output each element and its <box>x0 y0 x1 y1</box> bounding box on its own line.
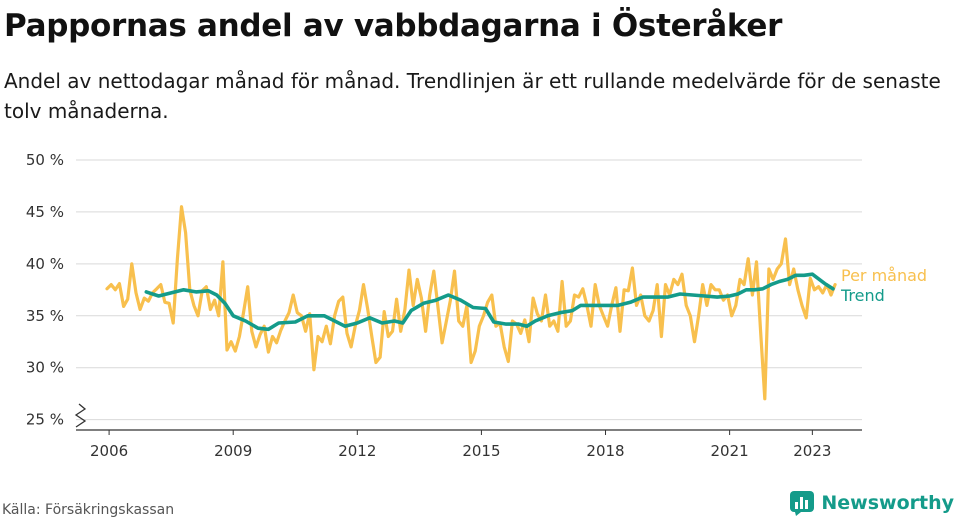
x-tick-label: 2018 <box>586 442 624 460</box>
axis-break-icon <box>74 403 87 428</box>
axes: 25 % 30 % 35 % 40 % 45 % 50 % 2006 2009 2012 2015… <box>26 151 862 460</box>
x-tick-label: 2009 <box>214 442 252 460</box>
x-tick-label: 2006 <box>90 442 128 460</box>
series-label-monthly: Per månad <box>841 266 927 285</box>
bar-chart-icon <box>790 491 815 516</box>
brand-name: Newsworthy <box>821 492 954 514</box>
series-line-trend <box>144 272 835 332</box>
y-tick-label: 25 % <box>26 411 64 429</box>
grid-lines <box>76 159 862 421</box>
chart-title: Pappornas andel av vabbdagarna i Österåk… <box>4 8 783 44</box>
source-note: Källa: Försäkringskassan <box>2 502 175 518</box>
y-tick-label: 30 % <box>26 359 64 377</box>
brand-logo[interactable]: Newsworthy <box>789 490 954 516</box>
x-tick-label: 2023 <box>793 442 831 460</box>
y-tick-label: 40 % <box>26 255 64 273</box>
y-tick-label: 45 % <box>26 203 64 221</box>
x-tick-label: 2021 <box>711 442 749 460</box>
chart-subtitle: Andel av nettodagar månad för månad. Tre… <box>4 69 941 123</box>
series-lines <box>105 205 837 401</box>
x-tick-label: 2015 <box>462 442 500 460</box>
series-line-monthly <box>105 205 837 401</box>
y-tick-label: 50 % <box>26 151 64 169</box>
y-tick-label: 35 % <box>26 307 64 325</box>
series-label-trend: Trend <box>840 286 885 305</box>
x-tick-label: 2012 <box>338 442 376 460</box>
